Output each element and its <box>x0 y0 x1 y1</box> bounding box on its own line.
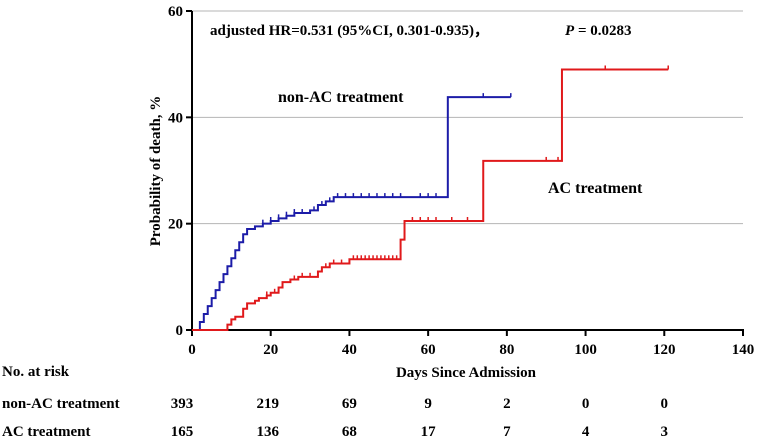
risk-value: 4 <box>582 424 590 440</box>
x-tick-label: 40 <box>342 342 357 358</box>
x-tick-label: 20 <box>263 342 278 358</box>
x-tick-label: 60 <box>421 342 436 358</box>
y-tick-label: 40 <box>168 110 183 126</box>
y-tick-labels: 0 20 40 60 <box>168 4 183 339</box>
x-tick-label: 100 <box>574 342 597 358</box>
risk-value: 0 <box>661 396 669 412</box>
x-tick-label: 120 <box>653 342 676 358</box>
risk-value: 165 <box>171 424 194 440</box>
y-gridlines <box>192 10 743 225</box>
x-tick-labels: 0 20 40 60 80 100 120 140 <box>188 342 754 358</box>
survival-curves <box>192 65 669 331</box>
risk-value: 3 <box>661 424 669 440</box>
y-axis-label: Probability of death, % <box>148 96 164 247</box>
x-tick-label: 80 <box>499 342 514 358</box>
series-label-non-ac: non-AC treatment <box>278 89 404 106</box>
risk-value: 69 <box>342 396 357 412</box>
risk-value: 7 <box>503 424 511 440</box>
axes <box>186 10 744 336</box>
risk-value: 17 <box>421 424 437 440</box>
curve-non-ac <box>192 96 511 331</box>
risk-value: 2 <box>503 396 511 412</box>
y-tick-label: 60 <box>168 4 183 20</box>
risk-value: 0 <box>582 396 590 412</box>
x-axis-label: Days Since Admission <box>396 365 537 381</box>
x-tick-label: 0 <box>188 342 196 358</box>
risk-row-label-non-ac: non-AC treatment <box>2 396 120 412</box>
y-tick-label: 0 <box>176 323 184 339</box>
p-value-label: P <box>565 23 575 39</box>
risk-table-values: 393 219 69 9 2 0 0 165 136 68 17 7 4 3 <box>171 396 668 440</box>
x-tick-label: 140 <box>732 342 755 358</box>
risk-value: 393 <box>171 396 194 412</box>
risk-value: 9 <box>424 396 432 412</box>
p-value: = 0.0283 <box>578 23 632 39</box>
series-label-ac: AC treatment <box>548 180 643 197</box>
risk-value: 136 <box>256 424 279 440</box>
curve-ac <box>192 68 669 331</box>
risk-row-label-ac: AC treatment <box>2 424 90 440</box>
risk-value: 219 <box>256 396 279 412</box>
risk-value: 68 <box>342 424 357 440</box>
y-tick-label: 20 <box>168 217 183 233</box>
risk-table-header: No. at risk <box>2 364 70 380</box>
chart-title: adjusted HR=0.531 (95%CI, 0.301-0.935)， <box>210 23 489 39</box>
